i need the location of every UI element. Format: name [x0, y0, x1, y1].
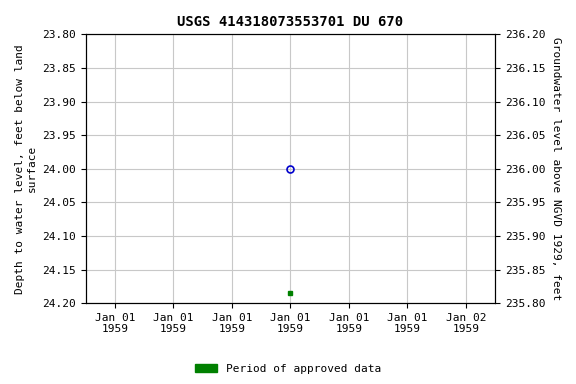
Legend: Period of approved data: Period of approved data	[191, 359, 385, 379]
Y-axis label: Depth to water level, feet below land
surface: Depth to water level, feet below land su…	[15, 44, 37, 294]
Title: USGS 414318073553701 DU 670: USGS 414318073553701 DU 670	[177, 15, 403, 29]
Y-axis label: Groundwater level above NGVD 1929, feet: Groundwater level above NGVD 1929, feet	[551, 37, 561, 300]
